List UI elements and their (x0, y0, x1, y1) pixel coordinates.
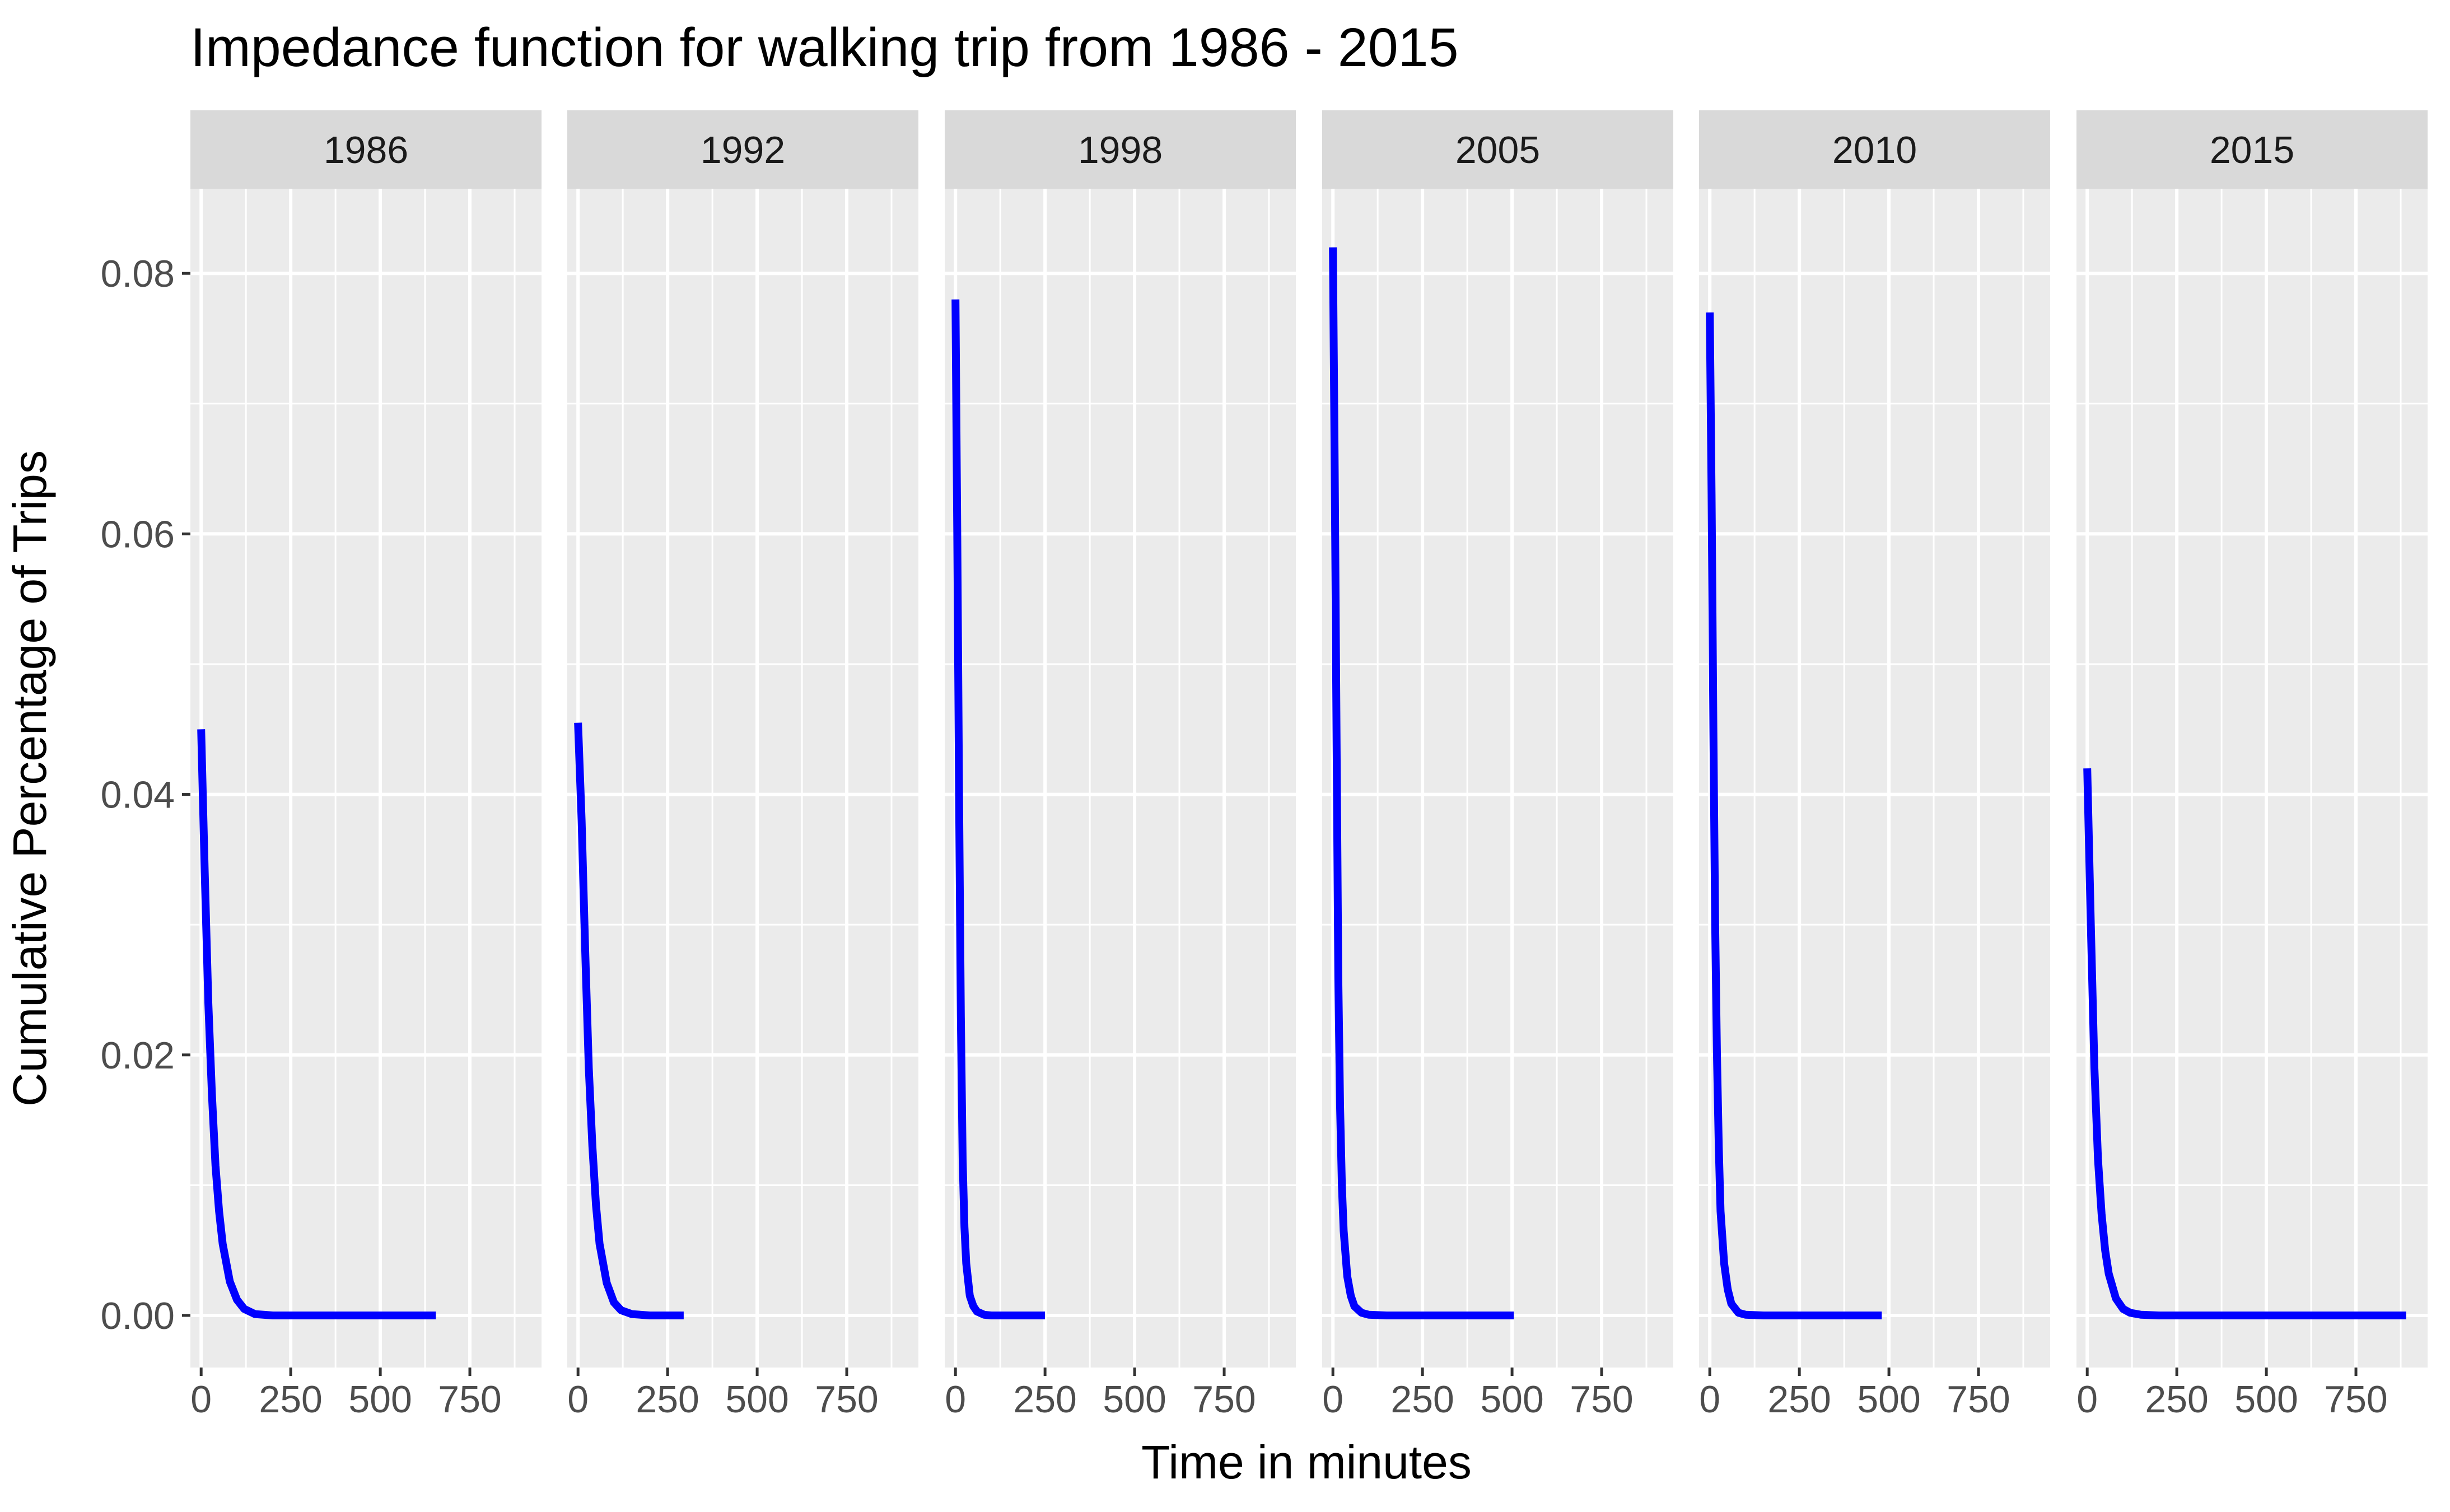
series-line-2010 (1706, 312, 1882, 1319)
strip-label-2015: 2015 (2210, 129, 2294, 171)
panel-2010: 2010 0 250 500 750 (1699, 110, 2050, 1421)
x-tick-label-2: 500 (2234, 1378, 2298, 1421)
y-tick-label-3: 0.06 (101, 513, 175, 556)
x-tick-label-1: 250 (636, 1378, 699, 1421)
strip-label-1986: 1986 (324, 129, 408, 171)
strip-2015 (2076, 110, 2428, 189)
strip-label-2005: 2005 (1455, 129, 1540, 171)
x-tick-label-0: 0 (945, 1378, 966, 1421)
x-tick-label-3: 750 (815, 1378, 878, 1421)
strip-label-2010: 2010 (1832, 129, 1917, 171)
x-tick-label-0: 0 (1699, 1378, 1720, 1421)
x-tick-label-2: 500 (348, 1378, 412, 1421)
series-line-1992 (574, 722, 684, 1319)
panel-1998: 1998 0 250 500 750 (945, 110, 1296, 1421)
chart-title: Impedance function for walking trip from… (190, 17, 1459, 78)
x-tick-label-3: 750 (1570, 1378, 1633, 1421)
panel-1992: 1992 0 250 500 750 (567, 110, 918, 1421)
x-tick-label-3: 750 (1192, 1378, 1256, 1421)
strip-2005 (1322, 110, 1673, 189)
y-axis-title: Cumulative Percentage of Trips (3, 450, 56, 1107)
strip-2010 (1699, 110, 2050, 189)
x-tick-label-0: 0 (1322, 1378, 1343, 1421)
x-tick-label-2: 500 (1857, 1378, 1920, 1421)
x-tick-label-3: 750 (2324, 1378, 2387, 1421)
y-tick-label-1: 0.02 (101, 1034, 175, 1077)
strip-1998 (945, 110, 1296, 189)
x-tick-label-3: 750 (1947, 1378, 2010, 1421)
series-line-1998 (951, 299, 1046, 1319)
x-tick-label-0: 0 (190, 1378, 212, 1421)
series-line-2005 (1329, 247, 1514, 1319)
series-line-2015 (2083, 768, 2406, 1319)
series-line-1986 (197, 729, 436, 1319)
x-tick-label-0: 0 (2076, 1378, 2098, 1421)
x-tick-label-1: 250 (2145, 1378, 2208, 1421)
panel-background-2005 (1322, 189, 1673, 1368)
x-tick-label-2: 500 (1480, 1378, 1543, 1421)
panel-1986: 1986 0 250 500 750 (190, 110, 542, 1421)
strip-1986 (190, 110, 542, 189)
x-tick-label-0: 0 (567, 1378, 589, 1421)
panel-background-1992 (567, 189, 918, 1368)
panel-background-2010 (1699, 189, 2050, 1368)
x-tick-label-1: 250 (1767, 1378, 1831, 1421)
strip-1992 (567, 110, 918, 189)
panel-2015: 2015 0 250 500 750 (2076, 110, 2428, 1421)
strip-label-1992: 1992 (701, 129, 785, 171)
x-tick-label-2: 500 (725, 1378, 788, 1421)
panel-background-1986 (190, 189, 542, 1368)
x-tick-label-1: 250 (1390, 1378, 1454, 1421)
x-tick-label-1: 250 (259, 1378, 322, 1421)
x-tick-label-1: 250 (1013, 1378, 1076, 1421)
y-tick-label-0: 0.00 (101, 1295, 175, 1337)
strip-label-1998: 1998 (1078, 129, 1163, 171)
y-tick-label-2: 0.04 (101, 774, 175, 816)
x-tick-label-2: 500 (1103, 1378, 1166, 1421)
y-tick-label-4: 0.08 (101, 253, 175, 295)
x-tick-label-3: 750 (438, 1378, 501, 1421)
panel-background-2015 (2076, 189, 2428, 1368)
x-axis-title: Time in minutes (1141, 1436, 1472, 1488)
panel-background-1998 (945, 189, 1296, 1368)
panel-2005: 2005 0 250 500 750 (1322, 110, 1673, 1421)
